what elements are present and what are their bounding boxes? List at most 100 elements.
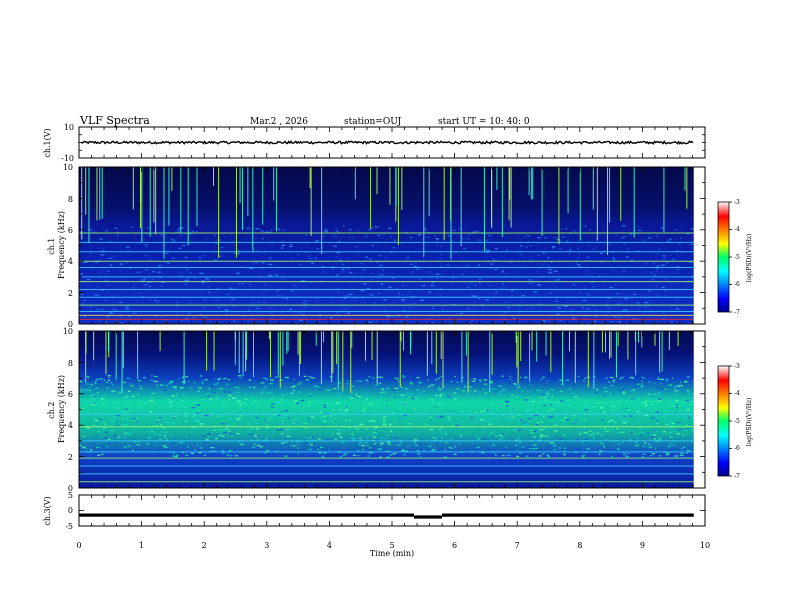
spectral-speckle [329, 449, 332, 451]
spectral-speckle [332, 421, 335, 423]
spectral-speckle [337, 428, 341, 431]
spectral-speckle [413, 265, 417, 267]
spectral-speckle [222, 380, 225, 382]
spectral-speckle [657, 378, 659, 380]
spectral-speckle [148, 411, 152, 413]
spectral-speckle [527, 446, 531, 449]
spectral-speckle [410, 394, 413, 396]
spectral-speckle [547, 424, 549, 426]
spectral-speckle [651, 265, 654, 267]
spectral-speckle [341, 441, 344, 443]
spectral-speckle [478, 298, 480, 300]
spectral-speckle [186, 268, 189, 271]
spectral-speckle [428, 271, 432, 273]
spectral-speckle [409, 237, 413, 239]
spectral-speckle [611, 428, 614, 431]
spectral-speckle [343, 429, 346, 431]
spectral-speckle [538, 455, 542, 457]
spectral-speckle [345, 383, 349, 385]
spectral-speckle [213, 410, 217, 412]
spectral-speckle [622, 420, 626, 422]
spectral-speckle [371, 452, 374, 454]
spectral-speckle [483, 409, 486, 411]
spectral-speckle [633, 380, 636, 382]
spectral-speckle [450, 240, 453, 242]
spectral-speckle [463, 265, 465, 267]
spectral-speckle [296, 402, 300, 405]
spectral-speckle [692, 271, 694, 273]
spectral-speckle [679, 385, 683, 387]
spectral-speckle [474, 411, 478, 413]
spectral-speckle [316, 269, 319, 271]
spectral-speckle [122, 411, 127, 413]
spectral-speckle [281, 278, 285, 280]
spectral-speckle [338, 393, 341, 395]
spectral-speckle [654, 321, 657, 323]
spectral-speckle [280, 240, 285, 242]
spectral-speckle [308, 442, 311, 444]
spectral-speckle [375, 384, 379, 386]
spectral-speckle [148, 450, 151, 452]
spectral-speckle [632, 403, 636, 405]
spectral-speckle [451, 322, 453, 324]
spectral-speckle [577, 231, 579, 233]
spectral-speckle [650, 433, 653, 436]
spectral-speckle [517, 436, 519, 438]
spectral-speckle [150, 279, 155, 281]
spectral-speckle [524, 303, 527, 306]
spectral-speckle [370, 227, 374, 229]
spectral-speckle [506, 454, 511, 456]
spectral-speckle [571, 309, 573, 311]
spectral-speckle [104, 275, 108, 277]
spectral-speckle [435, 394, 438, 396]
spectral-speckle [187, 380, 189, 382]
spectral-speckle [517, 321, 519, 323]
spectral-speckle [404, 388, 408, 390]
spectral-speckle [99, 418, 102, 420]
spectral-speckle [129, 395, 131, 397]
spectral-speckle [675, 399, 679, 402]
spectral-speckle [320, 411, 322, 413]
spectral-speckle [105, 230, 108, 232]
spectral-speckle [554, 424, 558, 426]
spectral-speckle [191, 427, 195, 429]
spectral-speckle [94, 380, 98, 382]
spectral-speckle [256, 301, 260, 303]
spectral-speckle [660, 227, 664, 229]
spectral-speckle [266, 419, 270, 421]
spectral-speckle [422, 247, 424, 249]
spectral-speckle [100, 254, 104, 256]
spectral-speckle [618, 316, 622, 318]
spectral-speckle [379, 391, 383, 394]
spectral-speckle [436, 376, 439, 378]
spectral-speckle [577, 447, 581, 450]
spectral-speckle [658, 248, 661, 250]
spectral-speckle [162, 405, 164, 407]
spectral-speckle [360, 290, 365, 292]
spectral-speckle [454, 375, 456, 378]
spectral-speckle [407, 445, 409, 448]
spectral-speckle [371, 244, 374, 247]
ch2-ytick-4: 4 [68, 421, 73, 430]
spectral-speckle [171, 240, 176, 242]
spectral-speckle [655, 235, 658, 237]
spectral-speckle [371, 420, 375, 422]
spectral-speckle [189, 267, 193, 270]
spectral-speckle [130, 385, 134, 387]
spectral-speckle [647, 443, 651, 445]
spectral-speckle [660, 452, 662, 455]
spectral-speckle [594, 316, 598, 318]
spectral-speckle [360, 382, 363, 384]
spectral-speckle [653, 262, 656, 265]
spectral-speckle [223, 377, 227, 380]
spectral-speckle [199, 447, 203, 449]
spectral-speckle [582, 380, 585, 382]
spectral-speckle [296, 443, 298, 446]
spectral-speckle [643, 377, 645, 379]
spectral-speckle [142, 275, 145, 277]
spectral-speckle [247, 309, 251, 311]
spectral-speckle [636, 437, 639, 439]
spectral-speckle [308, 305, 310, 307]
spectral-speckle [261, 262, 265, 264]
spectral-speckle [657, 439, 661, 441]
